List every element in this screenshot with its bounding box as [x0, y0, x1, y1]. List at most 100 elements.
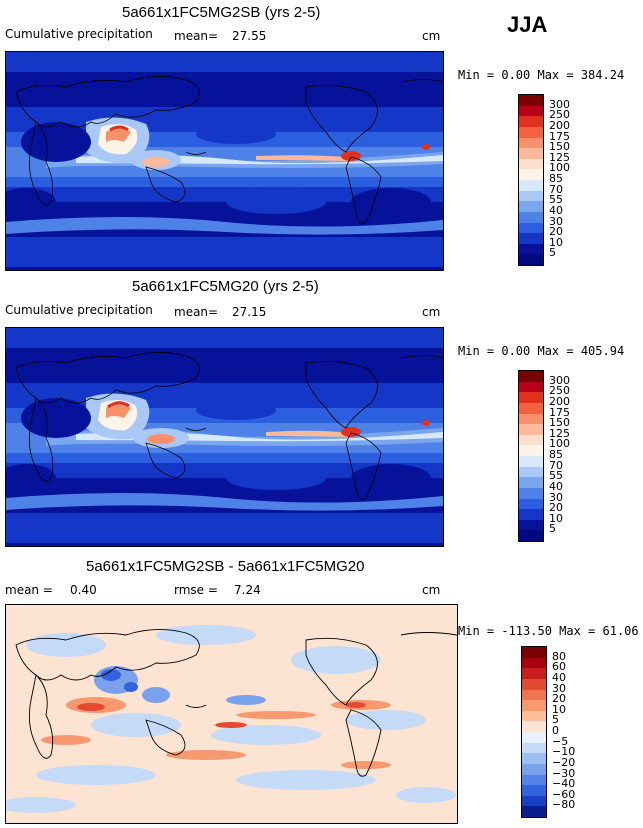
colorbar-swatch	[519, 254, 543, 265]
colorbar-swatch	[522, 721, 546, 732]
colorbar-swatch	[519, 530, 543, 541]
panel3-units: cm	[422, 583, 441, 597]
colorbar-swatch	[519, 456, 543, 467]
panel2-colorbar	[518, 370, 544, 542]
colorbar-tick-label: 55	[549, 193, 563, 207]
colorbar-swatch	[519, 466, 543, 478]
colorbar-tick-label: 175	[549, 405, 570, 419]
colorbar-swatch	[522, 785, 546, 796]
colorbar-tick-label: 300	[549, 373, 570, 387]
colorbar-tick-label: 20	[552, 692, 566, 706]
colorbar-swatch	[519, 116, 543, 127]
colorbar-tick-label: −80	[552, 798, 576, 812]
colorbar-tick-label: −30	[552, 766, 576, 780]
panel3-range: Min = -113.50 Max = 61.06	[458, 624, 639, 638]
colorbar-tick-label: −60	[552, 787, 576, 801]
panel3-colorbar	[521, 646, 547, 818]
colorbar-swatch	[522, 689, 546, 701]
colorbar-swatch	[519, 519, 543, 531]
colorbar-tick-label: 70	[549, 458, 563, 472]
panel1-range: Min = 0.00 Max = 384.24	[458, 68, 625, 82]
colorbar-swatch	[522, 763, 546, 775]
colorbar-tick-label: 300	[549, 97, 570, 111]
panel3-mean-label: mean =	[5, 583, 53, 597]
colorbar-tick-label: 150	[549, 416, 570, 430]
panel2-map	[5, 327, 444, 547]
panel1-mean-label: mean=	[174, 29, 219, 43]
colorbar-swatch	[519, 158, 543, 170]
colorbar-tick-label: 80	[552, 649, 566, 663]
colorbar-swatch	[519, 392, 543, 403]
colorbar-tick-label: 20	[549, 225, 563, 239]
colorbar-swatch	[522, 647, 546, 658]
colorbar-swatch	[519, 413, 543, 425]
colorbar-swatch	[522, 657, 546, 669]
colorbar-tick-label: −10	[552, 745, 576, 759]
colorbar-tick-label: 100	[549, 161, 570, 175]
panel3-title: 5a661x1FC5MG2SB - 5a661x1FC5MG20	[86, 558, 365, 575]
colorbar-tick-label: 30	[549, 490, 563, 504]
colorbar-swatch	[519, 381, 543, 393]
panel3-rmse-label: rmse =	[174, 583, 218, 597]
colorbar-swatch	[522, 678, 546, 690]
colorbar-swatch	[522, 774, 546, 786]
panel1-title: 5a661x1FC5MG2SB (yrs 2-5)	[122, 4, 321, 21]
colorbar-tick-label: −20	[552, 755, 576, 769]
colorbar-swatch	[519, 509, 543, 520]
panel2-title: 5a661x1FC5MG20 (yrs 2-5)	[132, 278, 319, 295]
colorbar-tick-label: 200	[549, 118, 570, 132]
colorbar-swatch	[522, 710, 546, 722]
season-label: JJA	[507, 12, 548, 37]
colorbar-tick-label: 10	[552, 702, 566, 716]
colorbar-swatch	[522, 732, 546, 743]
colorbar-tick-label: 85	[549, 172, 563, 185]
panel1-units: cm	[422, 29, 441, 43]
panel2-mean-label: mean=	[174, 305, 219, 319]
colorbar-tick-label: 70	[549, 182, 563, 196]
colorbar-tick-label: 40	[552, 670, 566, 684]
colorbar-tick-label: 10	[549, 235, 563, 249]
colorbar-tick-label: 125	[549, 150, 570, 164]
colorbar-swatch	[522, 742, 546, 754]
panel1-mean-value: 27.55	[232, 29, 267, 43]
colorbar-swatch	[519, 233, 543, 244]
colorbar-swatch	[519, 137, 543, 149]
colorbar-tick-label: 250	[549, 384, 570, 398]
colorbar-swatch	[519, 371, 543, 382]
colorbar-tick-label: 100	[549, 437, 570, 451]
colorbar-tick-label: 150	[549, 140, 570, 154]
colorbar-swatch	[522, 795, 546, 807]
colorbar-swatch	[519, 95, 543, 106]
colorbar-tick-label: 125	[549, 426, 570, 440]
colorbar-tick-label: 5	[552, 713, 559, 727]
colorbar-swatch	[519, 243, 543, 255]
colorbar-tick-label: 30	[552, 681, 566, 695]
colorbar-tick-label: 5	[549, 246, 556, 260]
colorbar-swatch	[519, 434, 543, 446]
panel3-mean-value: 0.40	[70, 583, 97, 597]
colorbar-tick-label: −40	[552, 777, 576, 791]
colorbar-swatch	[519, 445, 543, 456]
panel1-variable: Cumulative precipitation	[5, 27, 153, 41]
colorbar-swatch	[519, 487, 543, 499]
colorbar-swatch	[519, 180, 543, 191]
colorbar-swatch	[519, 498, 543, 510]
panel2-colorbar-labels: 300 250 200 175 150 125 100 85 70 55 40 30 20 10 5	[549, 370, 589, 540]
colorbar-tick-label: 30	[549, 214, 563, 228]
colorbar-swatch	[519, 402, 543, 414]
colorbar-tick-label: 0	[552, 724, 559, 737]
colorbar-swatch	[519, 105, 543, 117]
colorbar-tick-label: 175	[549, 129, 570, 143]
colorbar-swatch	[519, 424, 543, 435]
colorbar-tick-label: 250	[549, 108, 570, 122]
colorbar-tick-label: 40	[549, 479, 563, 493]
panel2-units: cm	[422, 305, 441, 319]
colorbar-swatch	[519, 169, 543, 180]
colorbar-tick-label: 85	[549, 448, 563, 461]
colorbar-swatch	[519, 211, 543, 223]
colorbar-tick-label: 20	[549, 501, 563, 515]
panel3-map	[5, 604, 458, 824]
panel1-colorbar-labels: 300 250 200 175 150 125 100 85 70 55 40 30 20 10 5	[549, 94, 589, 264]
panel1-colorbar	[518, 94, 544, 266]
colorbar-tick-label: −5	[552, 734, 569, 748]
